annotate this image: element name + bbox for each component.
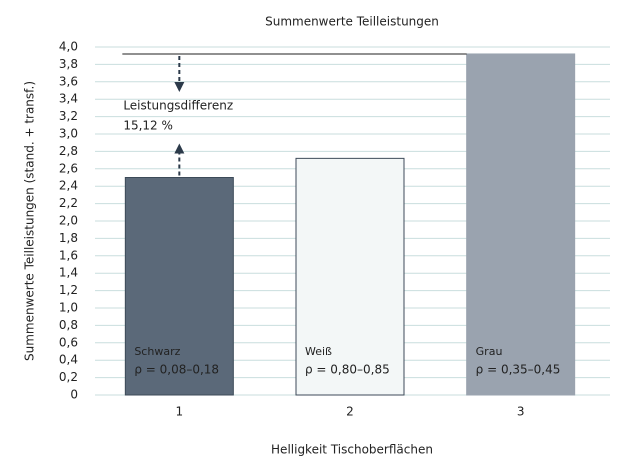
- bar-label-rho: ρ = 0,08–0,18: [134, 363, 219, 377]
- y-tick-label: 2,8: [59, 144, 78, 158]
- y-tick-label: 1,8: [59, 231, 78, 245]
- y-tick-label: 2,0: [59, 214, 78, 228]
- y-tick-label: 0,8: [59, 318, 78, 332]
- y-tick-label: 2,2: [59, 196, 78, 210]
- y-tick-label: 2,6: [59, 161, 78, 175]
- bar: [295, 157, 405, 396]
- bar-label-rho: ρ = 0,35–0,45: [476, 363, 561, 377]
- bar: [466, 53, 576, 396]
- y-tick-label: 3,8: [59, 57, 78, 71]
- y-tick-label: 1,2: [59, 283, 78, 297]
- y-tick-label: 1,4: [59, 266, 78, 280]
- y-tick-label: 0,4: [59, 353, 78, 367]
- y-tick-label: 0,2: [59, 370, 78, 384]
- y-tick-label: 1,0: [59, 301, 78, 315]
- y-tick-label: 0: [70, 388, 78, 402]
- y-tick-label: 3,6: [59, 74, 78, 88]
- y-tick-label: 3,4: [59, 92, 78, 106]
- y-tick-label: 0,6: [59, 335, 78, 349]
- y-tick-label: 4,0: [59, 40, 78, 54]
- y-tick-label: 1,6: [59, 248, 78, 262]
- y-tick-label: 2,4: [59, 179, 78, 193]
- bar-label-name: Grau: [476, 345, 503, 358]
- annotation-label: Leistungsdifferenz: [123, 99, 233, 113]
- annotation-value: 15,12 %: [123, 119, 173, 133]
- x-tick-label: 3: [517, 405, 525, 419]
- y-axis-label: Summenwerte Teilleistungen (stand. + tra…: [23, 81, 37, 361]
- arrow-head: [174, 143, 185, 154]
- bar-label-name: Schwarz: [134, 345, 180, 358]
- y-tick-label: 3,0: [59, 127, 78, 141]
- x-axis-label: Helligkeit Tischoberflächen: [271, 443, 433, 457]
- arrow-head: [174, 81, 185, 92]
- bar-label-rho: ρ = 0,80–0,85: [305, 363, 390, 377]
- x-tick-label: 2: [346, 405, 354, 419]
- bar: [124, 177, 234, 396]
- y-tick-label: 3,2: [59, 109, 78, 123]
- bar-label-name: Weiß: [305, 345, 332, 358]
- chart-title: Summenwerte Teilleistungen: [265, 15, 439, 29]
- x-tick-label: 1: [176, 405, 184, 419]
